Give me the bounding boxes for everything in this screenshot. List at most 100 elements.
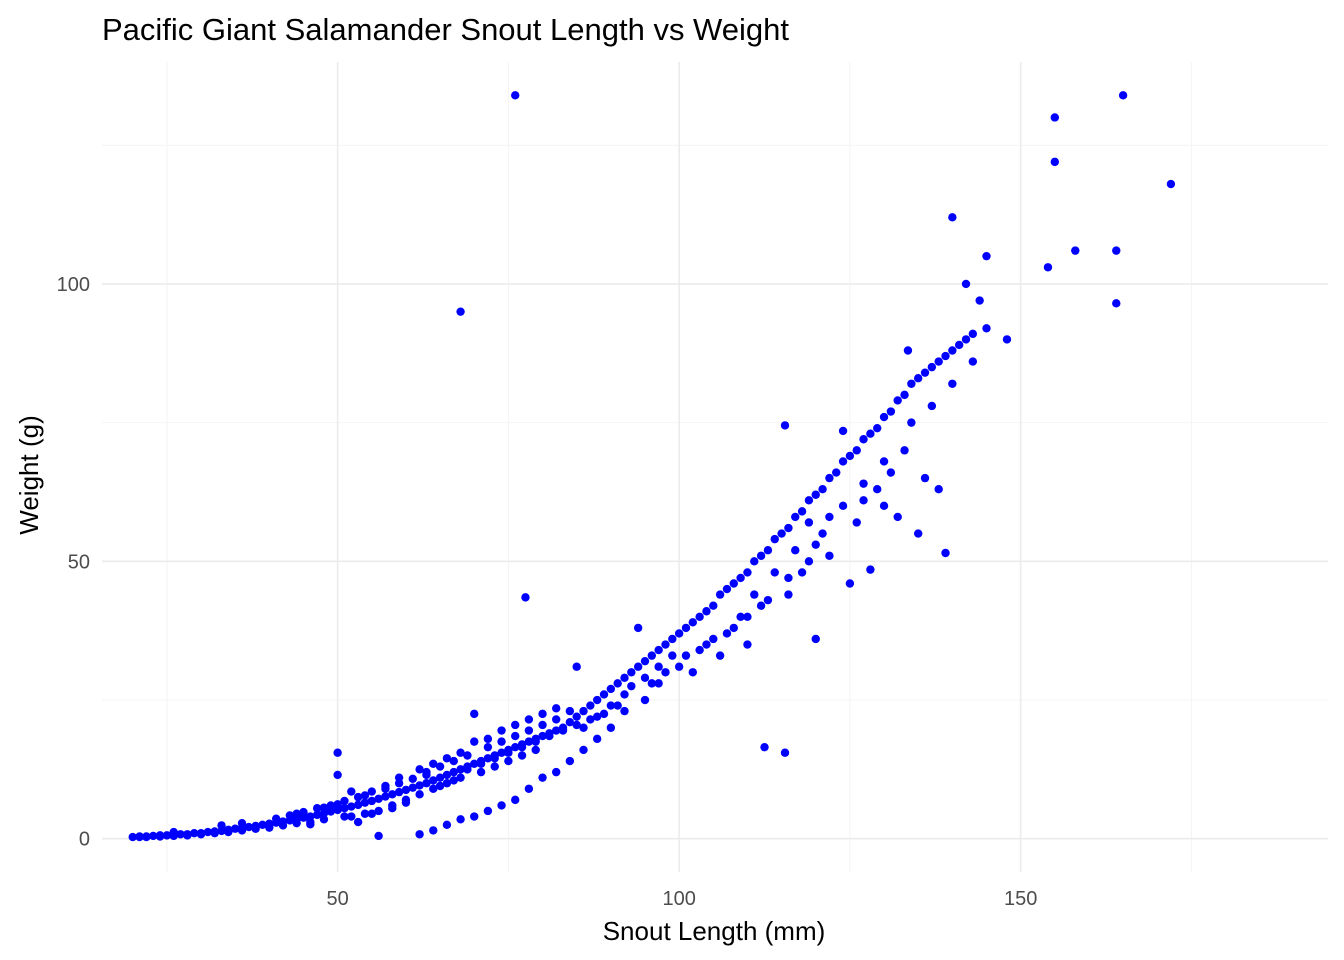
- data-point: [511, 731, 520, 741]
- data-point: [1050, 113, 1059, 122]
- data-point: [941, 548, 950, 558]
- data-point: [429, 776, 438, 785]
- data-point: [579, 706, 588, 716]
- data-point: [237, 818, 247, 828]
- data-point: [203, 827, 213, 837]
- data-point: [258, 820, 267, 830]
- data-point: [456, 748, 465, 757]
- data-point: [558, 726, 568, 735]
- data-point: [511, 742, 520, 752]
- data-point: [415, 830, 424, 839]
- data-point: [859, 496, 868, 505]
- data-point: [681, 651, 691, 660]
- data-point: [504, 756, 513, 766]
- data-point: [360, 791, 370, 800]
- data-point: [859, 435, 868, 444]
- chart-title: Pacific Giant Salamander Snout Length vs…: [102, 12, 789, 47]
- data-point: [408, 783, 417, 792]
- data-point: [879, 501, 889, 511]
- data-point: [552, 767, 561, 777]
- data-point: [743, 568, 752, 577]
- data-point: [982, 251, 991, 261]
- data-point: [483, 742, 493, 752]
- x-tick-label: 100: [662, 888, 695, 910]
- data-point: [640, 695, 650, 705]
- data-point: [483, 806, 493, 816]
- data-point: [285, 811, 295, 820]
- data-point: [470, 759, 479, 769]
- data-point: [586, 701, 595, 710]
- data-point: [900, 390, 909, 400]
- data-point: [504, 748, 513, 757]
- data-point: [456, 765, 465, 774]
- y-tick-labels: 0 50 100: [57, 274, 90, 851]
- data-point: [948, 213, 957, 222]
- data-point: [709, 601, 718, 610]
- data-point: [777, 529, 786, 538]
- major-gridlines: [102, 62, 1328, 872]
- data-point: [825, 473, 834, 483]
- data-point: [647, 651, 657, 660]
- data-point: [408, 774, 417, 783]
- data-point: [633, 662, 643, 671]
- data-point: [517, 751, 527, 760]
- data-point: [804, 557, 814, 566]
- data-point: [715, 651, 725, 660]
- data-point: [524, 737, 534, 746]
- data-point: [511, 91, 520, 100]
- data-point: [538, 731, 547, 741]
- data-point: [811, 490, 820, 499]
- data-point: [521, 593, 530, 602]
- data-point: [791, 546, 800, 555]
- data-point: [763, 595, 773, 605]
- data-point: [756, 551, 766, 560]
- data-point: [142, 832, 151, 842]
- data-point: [552, 704, 561, 713]
- data-point: [388, 803, 397, 813]
- data-point: [367, 809, 376, 818]
- data-point: [524, 784, 534, 793]
- data-point: [381, 781, 390, 791]
- data-point: [907, 418, 916, 427]
- data-point: [702, 640, 711, 649]
- data-point: [750, 590, 759, 599]
- data-point: [565, 706, 575, 716]
- data-point: [845, 451, 855, 461]
- data-point: [128, 832, 137, 842]
- data-point: [353, 817, 363, 827]
- data-point: [825, 512, 834, 522]
- data-point: [422, 779, 431, 788]
- data-point: [982, 324, 991, 333]
- data-point: [913, 529, 923, 538]
- data-point: [271, 814, 281, 823]
- data-point: [866, 565, 875, 574]
- data-point: [374, 806, 383, 816]
- data-point: [750, 557, 759, 566]
- data-point: [374, 831, 383, 841]
- data-point: [340, 812, 349, 821]
- data-point: [319, 815, 329, 824]
- data-point: [224, 827, 233, 837]
- data-point: [579, 745, 588, 755]
- data-point: [353, 792, 363, 802]
- y-axis-title: Weight (g): [14, 415, 44, 534]
- data-point: [879, 457, 889, 466]
- data-point: [149, 831, 158, 841]
- data-point: [954, 340, 964, 350]
- data-point: [415, 765, 424, 774]
- data-point: [613, 679, 622, 688]
- data-point: [736, 612, 745, 621]
- data-point: [780, 748, 790, 757]
- data-point: [627, 681, 636, 691]
- data-point: [797, 507, 807, 516]
- data-point: [722, 629, 732, 638]
- data-point: [552, 715, 561, 724]
- data-point: [661, 640, 670, 649]
- data-point: [797, 568, 807, 577]
- data-point: [920, 368, 930, 377]
- data-point: [606, 701, 616, 710]
- data-point: [886, 407, 896, 416]
- x-tick-label: 150: [1004, 888, 1037, 910]
- data-point: [886, 468, 896, 477]
- data-point: [620, 706, 629, 716]
